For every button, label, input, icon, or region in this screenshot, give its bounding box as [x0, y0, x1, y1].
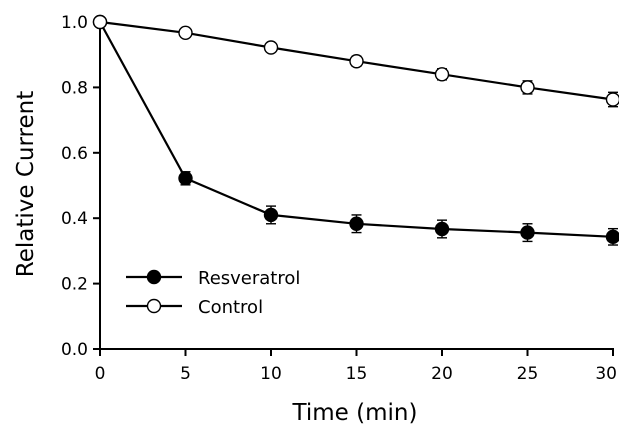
y-tick-label: 0.0: [61, 340, 88, 360]
data-point-control: [605, 92, 619, 107]
x-ticks: 0 5 10 15 20 25 30: [95, 349, 617, 384]
legend-marker-resveratrol: [146, 269, 162, 285]
x-tick-label: 15: [346, 364, 368, 384]
x-tick-label: 5: [180, 364, 191, 384]
x-tick-label: 30: [595, 364, 617, 384]
legend-label-control: Control: [198, 297, 263, 318]
series-control: [92, 14, 619, 108]
y-tick-label: 0.6: [61, 144, 88, 164]
legend-marker-control: [146, 298, 162, 314]
y-tick-label: 0.2: [61, 275, 88, 295]
data-point-resveratrol: [263, 207, 279, 223]
data-point-resveratrol: [349, 216, 364, 231]
y-tick-label: 0.8: [61, 78, 88, 98]
y-tick-label: 1.0: [61, 13, 88, 33]
legend: Resveratrol Control: [126, 268, 300, 318]
data-point-control: [263, 40, 279, 55]
data-point-resveratrol: [520, 225, 535, 240]
data-point-control: [349, 54, 364, 69]
series-resveratrol: [92, 14, 619, 246]
x-tick-label: 25: [517, 364, 539, 384]
data-point-control: [520, 80, 535, 95]
x-tick-label: 20: [431, 364, 453, 384]
y-ticks: 0.0 0.2 0.4 0.6 0.8 1.0: [61, 13, 100, 360]
legend-item-resveratrol: Resveratrol: [126, 268, 300, 289]
x-tick-label: 0: [95, 364, 106, 384]
legend-item-control: Control: [126, 297, 263, 318]
series-layer: [92, 14, 619, 246]
legend-label-resveratrol: Resveratrol: [198, 268, 300, 289]
x-axis-label: Time (min): [292, 400, 418, 426]
y-axis-label: Relative Current: [13, 91, 39, 277]
x-tick-label: 10: [260, 364, 282, 384]
data-point-resveratrol: [434, 221, 450, 237]
y-tick-label: 0.4: [61, 209, 88, 229]
data-point-control: [178, 25, 193, 40]
data-point-control: [92, 14, 108, 30]
data-point-resveratrol: [178, 171, 193, 186]
data-point-resveratrol: [605, 229, 619, 245]
data-point-control: [434, 67, 450, 82]
